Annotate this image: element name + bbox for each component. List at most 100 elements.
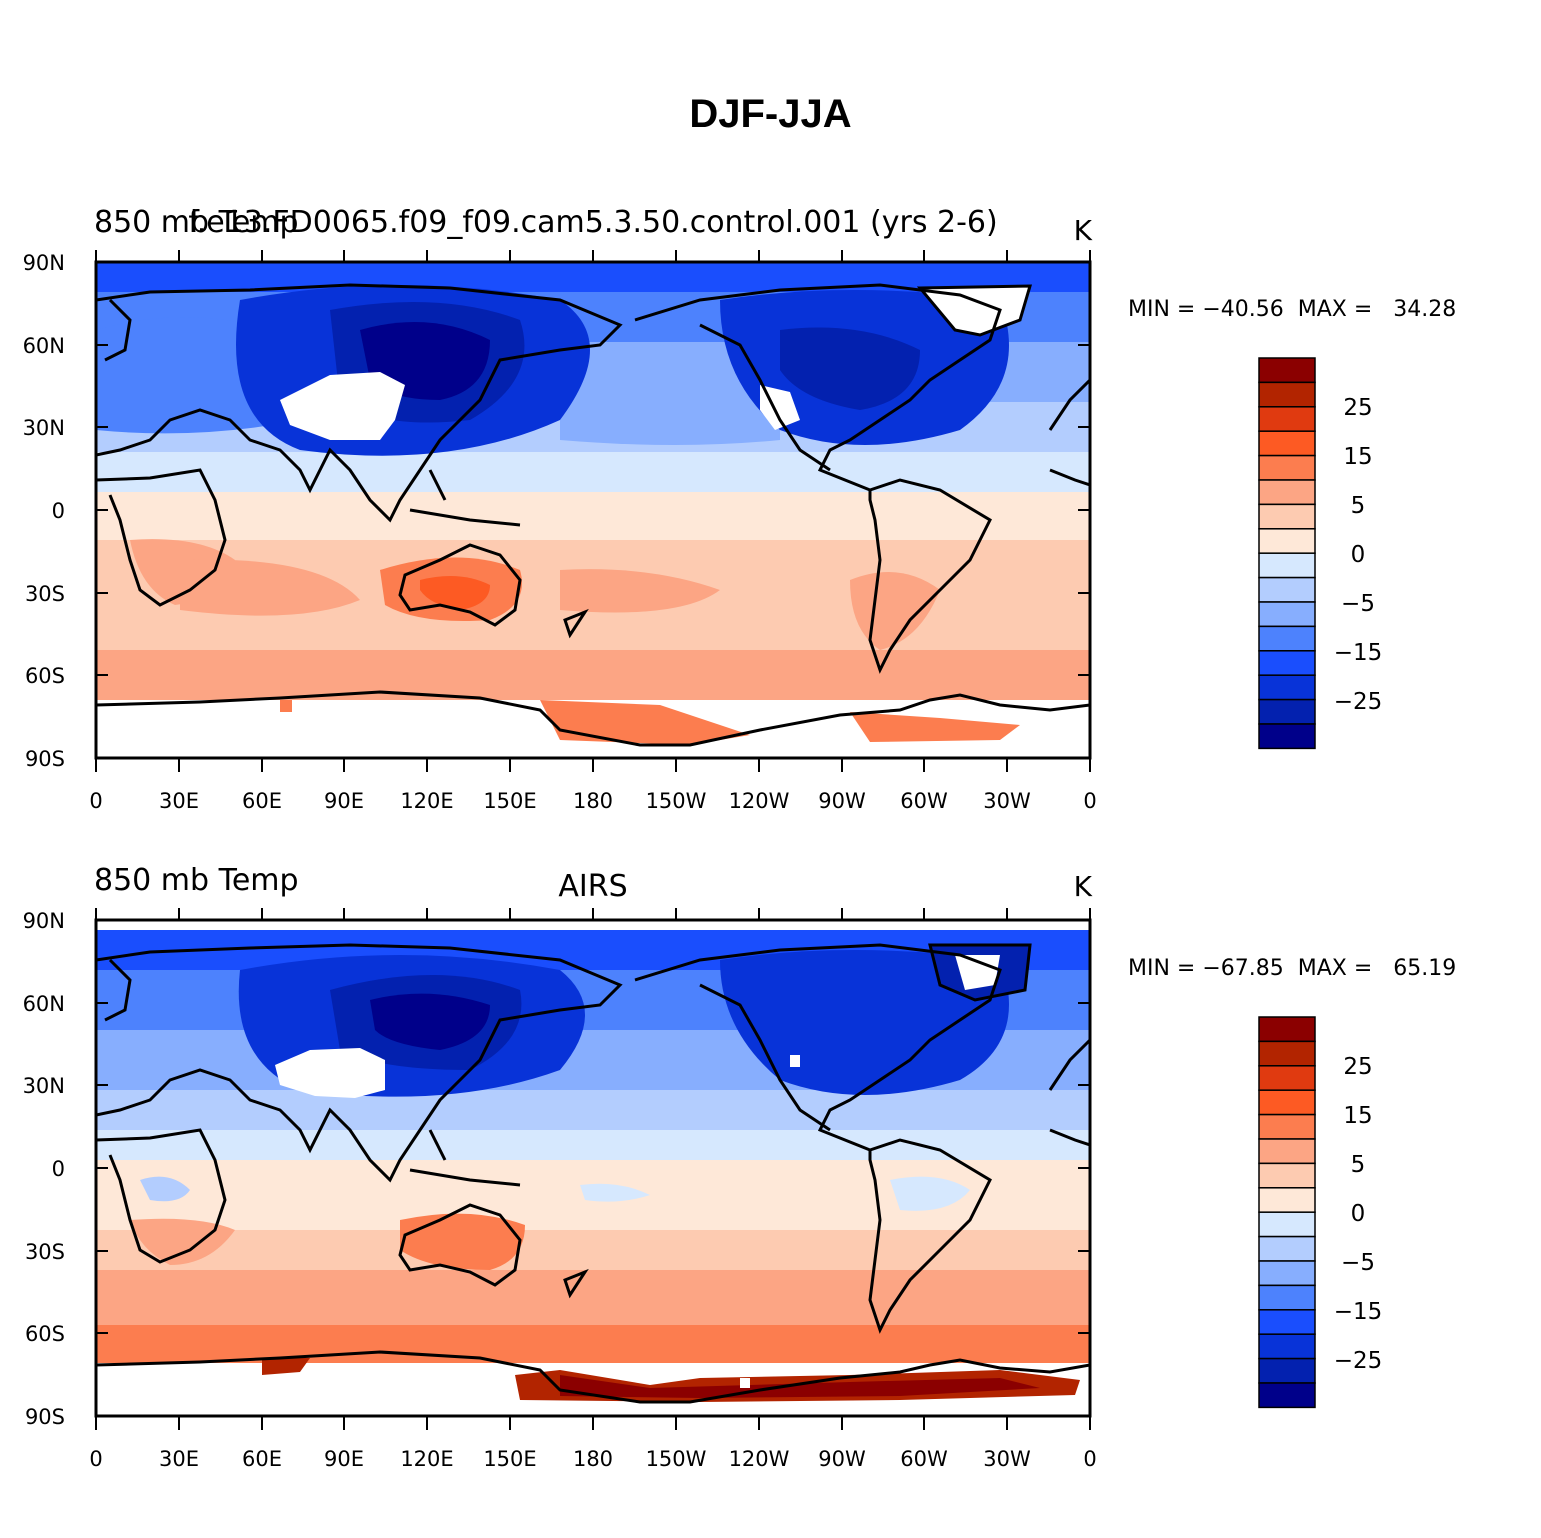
lon-label: 0 bbox=[1083, 1447, 1096, 1471]
panel-model: 850 mb Temp f.e13.FD0065.f09_f09.cam5.3.… bbox=[23, 205, 1457, 813]
colorbar-swatch bbox=[1258, 674, 1316, 701]
colorbar-swatch bbox=[1258, 1040, 1316, 1067]
colorbar-label: −25 bbox=[1334, 689, 1383, 715]
colorbar-label: 0 bbox=[1351, 542, 1366, 568]
lat-label: 30S bbox=[25, 582, 65, 606]
colorbar-swatch bbox=[1258, 528, 1316, 554]
lon-label: 120W bbox=[729, 1447, 790, 1471]
colorbar-swatch bbox=[1258, 1309, 1316, 1335]
panel-left-title: 850 mb Temp bbox=[94, 863, 299, 898]
colorbar-label: 25 bbox=[1343, 1054, 1372, 1080]
lat-label: 30N bbox=[23, 1074, 65, 1098]
lon-label: 150W bbox=[646, 789, 707, 813]
colorbar-labels: 25 15 5 0 −5 −15 −25 bbox=[1334, 1054, 1383, 1374]
colorbar-label: 15 bbox=[1343, 1103, 1372, 1129]
lon-label: 30W bbox=[983, 1447, 1031, 1471]
lat-labels: 90N 60N 30N 0 30S 60S 90S bbox=[23, 251, 65, 771]
colorbar-swatch bbox=[1258, 1162, 1316, 1189]
colorbar-swatch bbox=[1258, 1284, 1316, 1311]
lon-label: 90W bbox=[818, 789, 866, 813]
colorbar-swatch bbox=[1258, 1211, 1316, 1238]
lon-label: 120E bbox=[400, 1447, 453, 1471]
lon-label: 0 bbox=[89, 1447, 102, 1471]
lon-label: 60W bbox=[900, 1447, 948, 1471]
colorbar-swatch bbox=[1258, 1016, 1316, 1043]
lat-label: 30N bbox=[23, 416, 65, 440]
coastlines bbox=[96, 943, 1090, 1404]
panel-units: K bbox=[1074, 870, 1093, 903]
panel-center-title: f.e13.FD0065.f09_f09.cam5.3.50.control.0… bbox=[188, 205, 997, 240]
lat-label: 30S bbox=[25, 1240, 65, 1264]
colorbar bbox=[1258, 357, 1316, 750]
colorbar-swatch bbox=[1258, 576, 1316, 603]
colorbar-label: −5 bbox=[1341, 1250, 1375, 1276]
panel-obs: 850 mb Temp AIRS K bbox=[23, 863, 1457, 1471]
page-title: DJF-JJA bbox=[689, 92, 852, 136]
colorbar-label: −25 bbox=[1334, 1348, 1383, 1374]
colorbar-swatch bbox=[1258, 406, 1316, 432]
colorbar bbox=[1258, 1016, 1316, 1409]
colorbar-swatch bbox=[1258, 1357, 1316, 1384]
colorbar-swatch bbox=[1258, 1113, 1316, 1140]
ticks bbox=[95, 250, 1091, 772]
lon-label: 90E bbox=[324, 789, 364, 813]
lon-label: 180 bbox=[573, 789, 613, 813]
lat-label: 60S bbox=[25, 664, 65, 688]
min-max-label: MIN = −67.85 MAX = 65.19 bbox=[1128, 956, 1456, 981]
lon-label: 30W bbox=[983, 789, 1031, 813]
lat-label: 90N bbox=[23, 909, 65, 933]
lat-label: 60N bbox=[23, 992, 65, 1016]
lon-label: 90W bbox=[818, 1447, 866, 1471]
colorbar-swatch bbox=[1258, 650, 1316, 676]
colorbar-label: −15 bbox=[1334, 1299, 1383, 1325]
colorbar-swatch bbox=[1258, 1235, 1316, 1262]
colorbar-swatch bbox=[1258, 454, 1316, 481]
lat-labels: 90N 60N 30N 0 30S 60S 90S bbox=[23, 909, 65, 1429]
lon-labels: 0 30E 60E 90E 120E 150E 180 150W 120W 90… bbox=[89, 1447, 1096, 1471]
colorbar-swatch bbox=[1258, 698, 1316, 725]
colorbar-labels: 25 15 5 0 −5 −15 −25 bbox=[1334, 395, 1383, 715]
colorbar-swatch bbox=[1258, 601, 1316, 628]
lat-label: 0 bbox=[52, 1157, 65, 1181]
lat-label: 0 bbox=[52, 499, 65, 523]
map-field-obs bbox=[96, 920, 1090, 1416]
lon-label: 150W bbox=[646, 1447, 707, 1471]
lon-label: 60E bbox=[242, 789, 282, 813]
lat-label: 90S bbox=[25, 1405, 65, 1429]
colorbar-label: 15 bbox=[1343, 444, 1372, 470]
panel-center-title: AIRS bbox=[558, 869, 627, 904]
lon-label: 60W bbox=[900, 789, 948, 813]
colorbar-swatch bbox=[1258, 479, 1316, 506]
map-field-model bbox=[96, 262, 1090, 758]
lon-label: 30E bbox=[159, 789, 199, 813]
colorbar-swatch bbox=[1258, 1333, 1316, 1360]
colorbar-label: −5 bbox=[1341, 591, 1375, 617]
colorbar-label: 25 bbox=[1343, 395, 1372, 421]
lon-label: 180 bbox=[573, 1447, 613, 1471]
colorbar-swatch bbox=[1258, 381, 1316, 408]
lon-labels: 0 30E 60E 90E 120E 150E 180 150W 120W 90… bbox=[89, 789, 1096, 813]
colorbar-swatch bbox=[1258, 723, 1316, 750]
colorbar-swatch bbox=[1258, 1260, 1316, 1287]
lat-label: 90N bbox=[23, 251, 65, 275]
lon-label: 0 bbox=[89, 789, 102, 813]
panel-units: K bbox=[1074, 214, 1093, 247]
lon-label: 90E bbox=[324, 1447, 364, 1471]
lon-label: 120E bbox=[400, 789, 453, 813]
colorbar-swatch bbox=[1258, 1065, 1316, 1091]
colorbar-swatch bbox=[1258, 1187, 1316, 1213]
ticks bbox=[95, 908, 1091, 1430]
panel-left-title: 850 mb Temp bbox=[94, 205, 299, 240]
lon-label: 150E bbox=[483, 1447, 536, 1471]
colorbar-swatch bbox=[1258, 503, 1316, 530]
colorbar-swatch bbox=[1258, 625, 1316, 652]
colorbar-label: 5 bbox=[1351, 1152, 1366, 1178]
lon-label: 150E bbox=[483, 789, 536, 813]
coastlines bbox=[96, 283, 1090, 747]
colorbar-swatch bbox=[1258, 552, 1316, 579]
lon-label: 0 bbox=[1083, 789, 1096, 813]
lon-label: 60E bbox=[242, 1447, 282, 1471]
colorbar-swatch bbox=[1258, 1089, 1316, 1116]
colorbar-swatch bbox=[1258, 1382, 1316, 1409]
